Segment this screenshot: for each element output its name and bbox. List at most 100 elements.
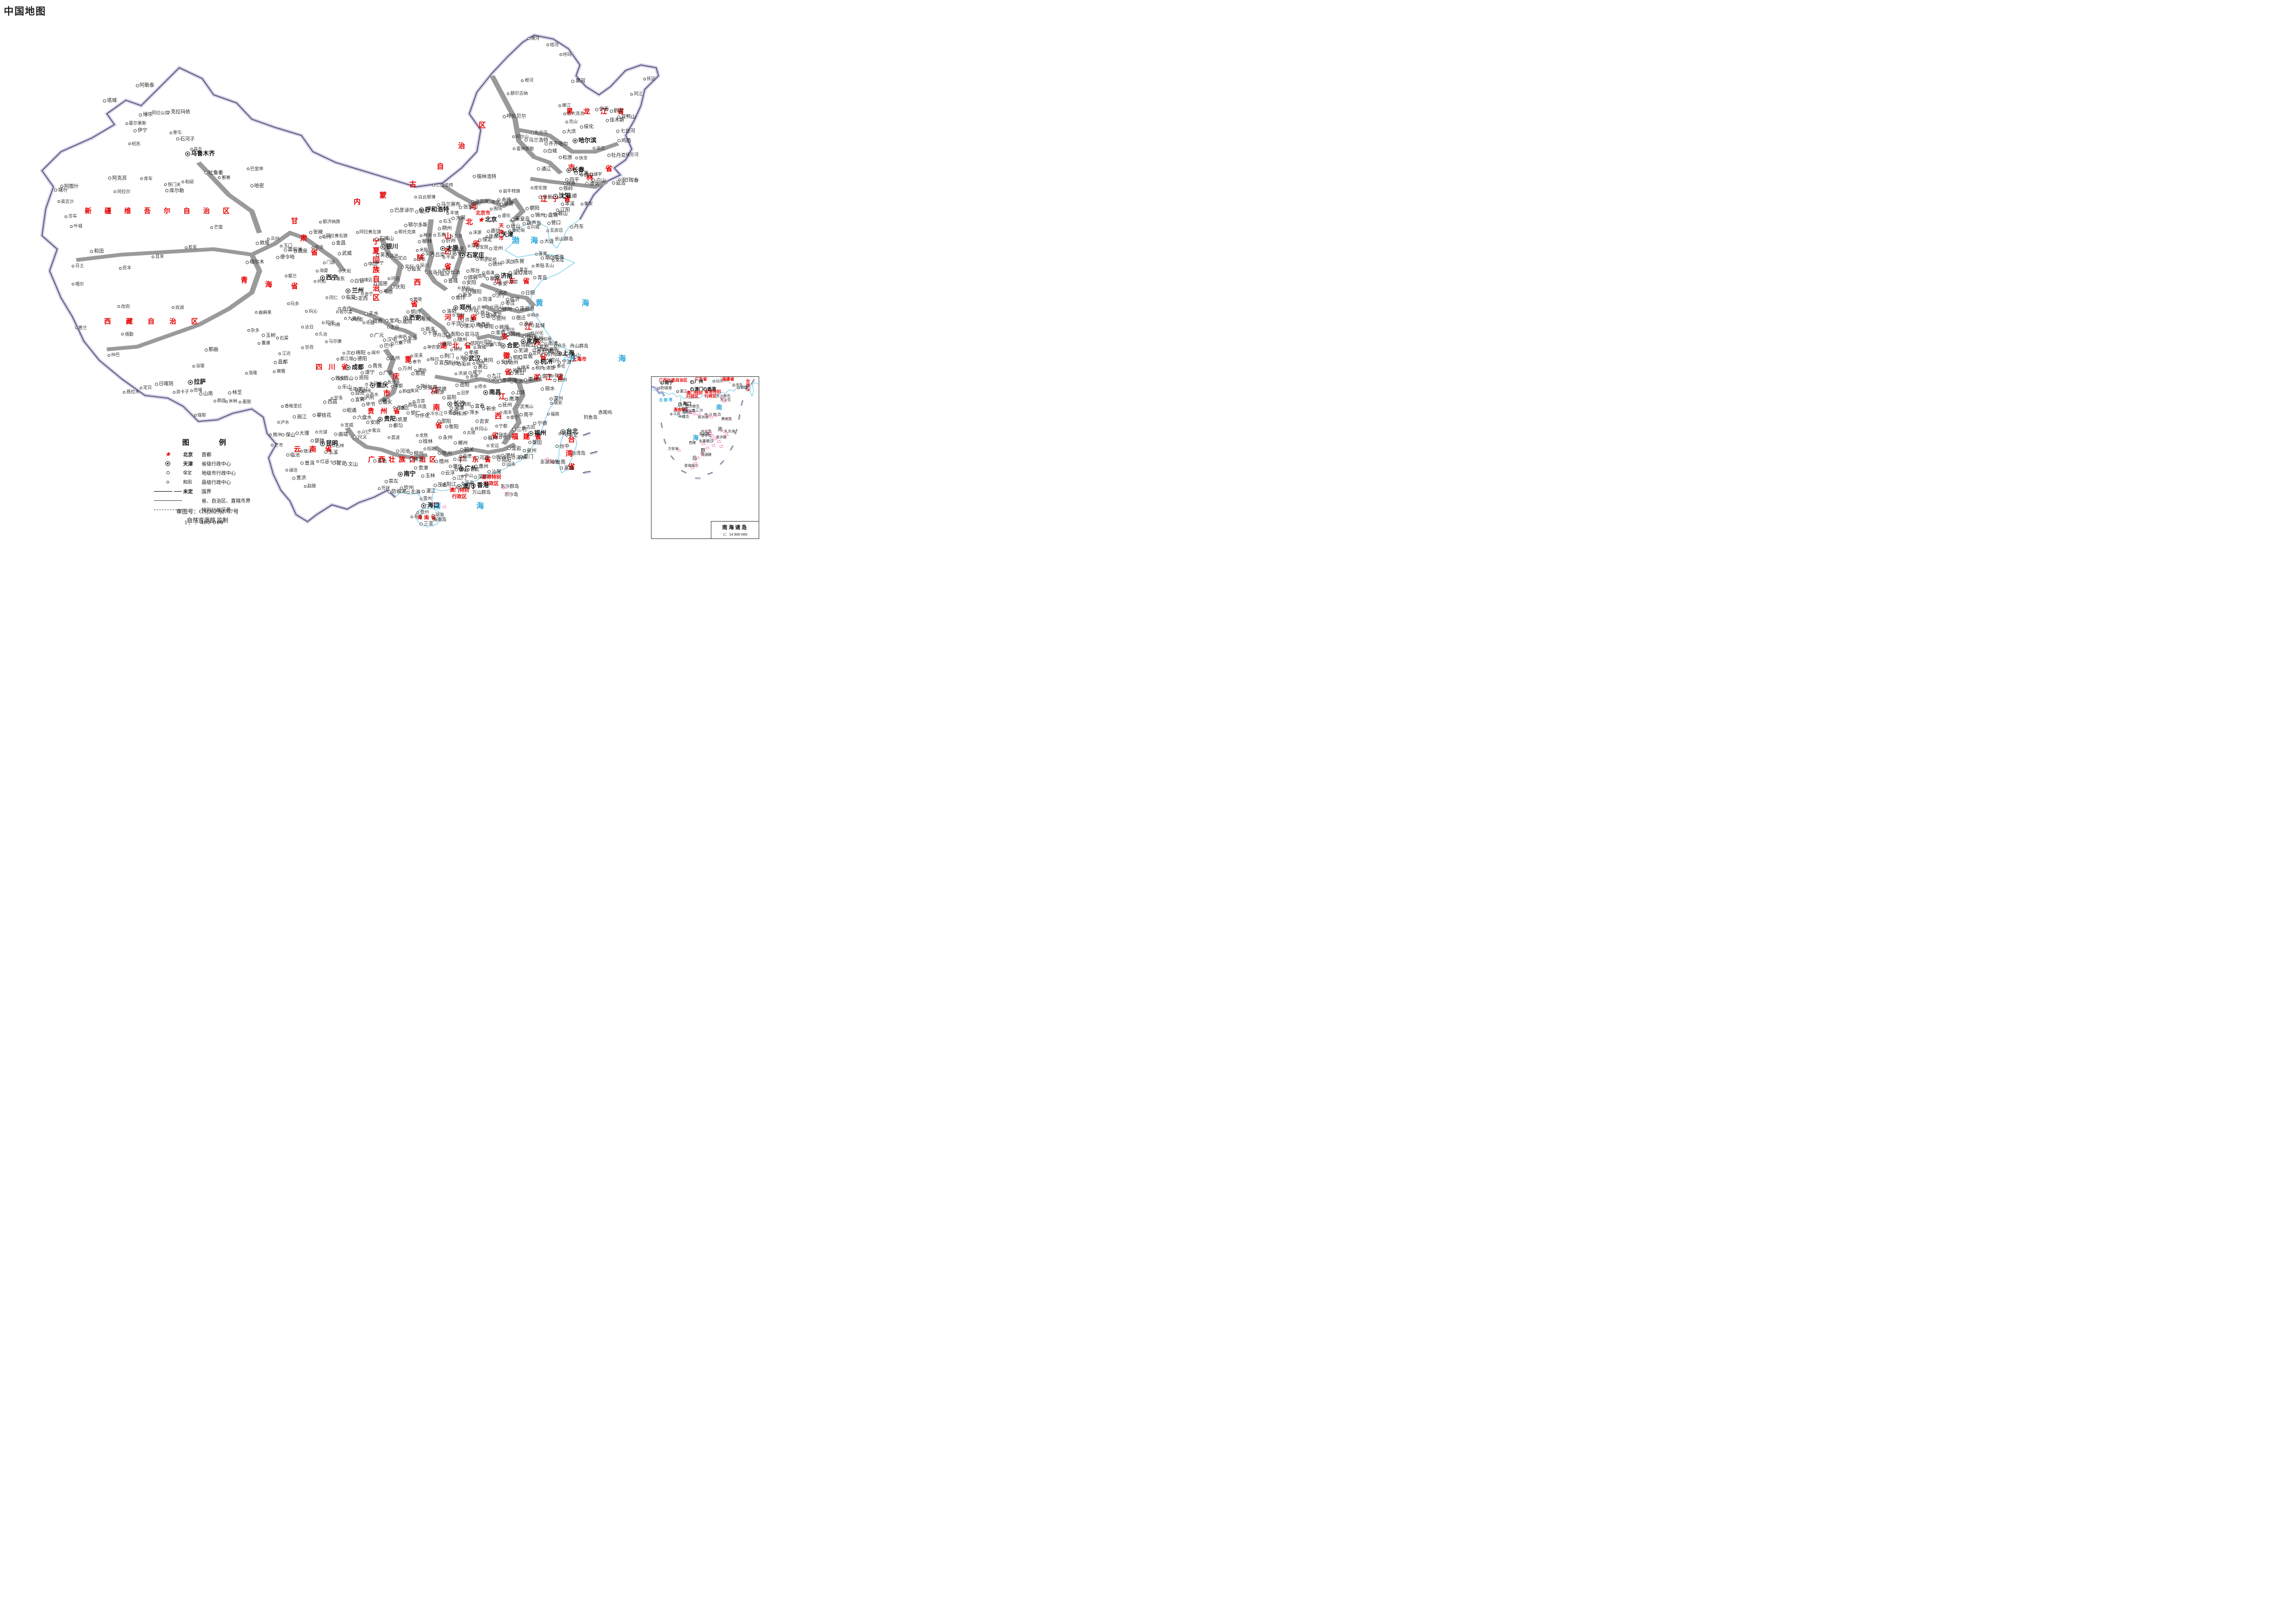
- city-dot-icon: [561, 202, 565, 206]
- city-dot-icon: [387, 490, 391, 494]
- city-dot-icon: [474, 365, 478, 369]
- map-city-label: 启东: [554, 344, 566, 348]
- map-city-label: 双湖: [171, 305, 184, 310]
- city-dot-icon: [119, 266, 122, 270]
- city-dot-icon: [505, 398, 509, 401]
- city-dot-icon: [117, 305, 121, 308]
- city-dot-icon: [484, 258, 487, 262]
- city-dot-icon: [319, 235, 322, 239]
- map-city-label: 岷县: [351, 317, 363, 322]
- map-city-label: 天水: [364, 311, 379, 316]
- map-city-label: 湛江: [421, 488, 436, 494]
- inset-taiwan: [751, 383, 754, 396]
- city-dot-icon: [512, 427, 516, 431]
- city-dot-icon: [425, 271, 428, 274]
- city-dot-icon: [565, 120, 568, 123]
- map-province-label-char: 治: [458, 141, 466, 150]
- city-dot-icon: [442, 256, 445, 259]
- map-capital-label: 成都: [345, 364, 364, 371]
- map-city-label: 克拉玛依: [166, 109, 190, 115]
- inset-reef-mark: [717, 440, 721, 443]
- map-city-label: 黄冈: [479, 358, 493, 363]
- map-city-label: 安远: [487, 443, 499, 448]
- map-city-label: 吴忠: [376, 252, 390, 258]
- city-dot-icon: [410, 515, 413, 518]
- map-city-label: 昔阳: [454, 252, 466, 256]
- map-city-label: 抚顺: [563, 194, 577, 199]
- city-dot-icon: [370, 333, 374, 337]
- city-dot-icon: [516, 344, 520, 348]
- city-dot-icon: [593, 147, 596, 150]
- map-city-label: 漳州: [512, 455, 526, 460]
- city-dot-icon: [518, 271, 522, 275]
- city-dot-icon: [366, 420, 370, 424]
- city-dot-icon: [506, 416, 510, 419]
- map-city-label: 荔波: [387, 435, 400, 440]
- city-dot-icon: [385, 319, 389, 323]
- city-dot-icon: [737, 386, 740, 389]
- map-city-label: 盐池: [386, 254, 398, 258]
- city-dot-icon: [502, 115, 506, 119]
- map-city-label: 十堰: [423, 331, 437, 336]
- map-city-label: 库伦旗: [530, 185, 547, 190]
- map-city-label: 盘锦: [544, 213, 558, 218]
- city-dot-icon: [154, 382, 158, 386]
- map-city-label: 道真: [393, 405, 405, 410]
- map-city-label: 曹妃甸: [508, 228, 525, 233]
- city-dot-icon: [489, 378, 492, 381]
- city-dot-icon: [169, 131, 172, 134]
- map-province-label-char: 夏: [373, 246, 380, 255]
- map-city-label: 西昌: [323, 399, 337, 405]
- map-city-label: 玉溪: [324, 450, 338, 455]
- city-dot-icon: [332, 461, 336, 465]
- city-dot-icon: [164, 183, 167, 187]
- map-island-label: 澎湖列岛: [540, 458, 559, 464]
- map-city-label: 镇沅: [300, 449, 312, 454]
- map-city-label: 珲春: [624, 178, 638, 183]
- city-dot-icon: [368, 351, 371, 355]
- map-capital-label: 哈尔滨: [572, 138, 597, 144]
- city-dot-icon: [592, 178, 596, 182]
- city-dot-icon: [165, 189, 169, 193]
- map-city-label: 宜春: [470, 404, 485, 409]
- map-city-label: 明光: [503, 327, 515, 332]
- city-dot-icon: [565, 178, 569, 182]
- map-city-label: 都江堰: [336, 357, 353, 361]
- city-dot-icon: [541, 387, 544, 391]
- legend-row: 保定 地级市行政中心: [153, 469, 256, 476]
- map-city-label: 来凤: [406, 389, 419, 393]
- inset-reef-mark: [720, 396, 724, 400]
- map-city-label: 澜沧: [285, 468, 297, 473]
- capital-dot-icon: [470, 483, 476, 488]
- map-city-label: 龙胜: [416, 433, 428, 438]
- city-dot-icon: [503, 328, 506, 332]
- map-city-label: 久治: [315, 332, 327, 337]
- map-city-label: 平顶山: [447, 321, 466, 326]
- map-city-label: 仲巴: [107, 353, 120, 357]
- city-dot-icon: [556, 208, 560, 212]
- capital-dot-icon: [560, 429, 566, 435]
- map-city-label: 白城: [543, 148, 557, 153]
- map-city-label: 鄯善: [218, 175, 231, 180]
- city-dot-icon: [71, 283, 75, 286]
- map-capital-label: 乌鲁木齐: [185, 151, 215, 157]
- map-city-label: 忻州: [442, 238, 456, 244]
- city-dot-icon: [166, 110, 170, 114]
- map-city-label: 乐山: [338, 385, 352, 390]
- map-canvas: [0, 0, 763, 542]
- city-dot-icon: [495, 292, 498, 295]
- inset-reef-mark: [685, 408, 689, 412]
- city-dot-icon: [450, 348, 453, 351]
- inset-province-label: 广西壮族自治区: [659, 377, 687, 382]
- city-dot-icon: [373, 459, 376, 463]
- city-dot-icon: [414, 369, 417, 372]
- city-dot-icon: [396, 407, 400, 410]
- city-dot-icon: [71, 264, 75, 268]
- city-dot-icon: [523, 426, 526, 429]
- city-dot-icon: [419, 522, 423, 526]
- city-dot-icon: [140, 177, 144, 181]
- map-city-label: 白云鄂博: [414, 195, 436, 200]
- city-dot-icon: [458, 293, 462, 297]
- legend-row: 未定 国界: [153, 488, 256, 495]
- legend-sample-name: 天津: [183, 461, 193, 467]
